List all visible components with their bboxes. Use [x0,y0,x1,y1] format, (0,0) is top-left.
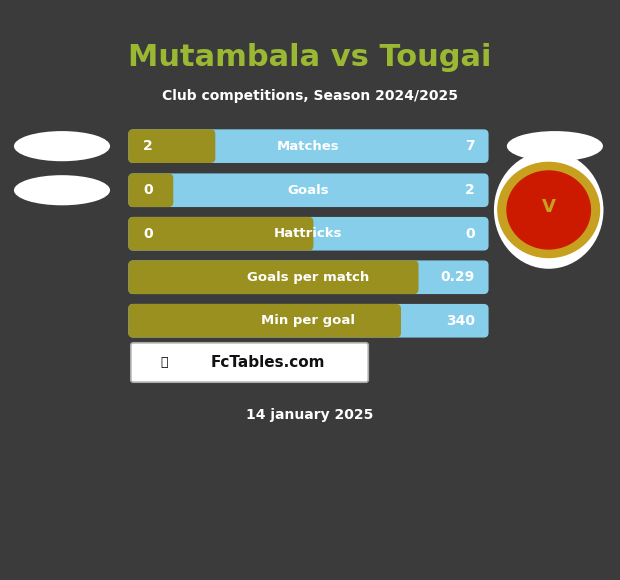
Ellipse shape [14,131,110,161]
FancyBboxPatch shape [128,173,173,207]
FancyBboxPatch shape [128,217,489,251]
Text: 2: 2 [143,139,153,153]
Text: Hattricks: Hattricks [274,227,343,240]
FancyBboxPatch shape [128,173,489,207]
Text: 📊: 📊 [161,356,168,369]
Text: 0.29: 0.29 [441,270,475,284]
FancyBboxPatch shape [128,260,489,294]
FancyBboxPatch shape [128,304,401,338]
Text: 0: 0 [465,227,475,241]
Text: 7: 7 [465,139,475,153]
Text: V: V [542,198,556,216]
Text: 14 january 2025: 14 january 2025 [246,408,374,422]
Text: Matches: Matches [277,140,340,153]
Text: Goals: Goals [288,184,329,197]
Text: FcTables.com: FcTables.com [211,355,326,370]
FancyBboxPatch shape [128,304,489,338]
Text: Goals per match: Goals per match [247,271,370,284]
Text: Club competitions, Season 2024/2025: Club competitions, Season 2024/2025 [162,89,458,103]
FancyBboxPatch shape [128,260,418,294]
FancyBboxPatch shape [128,129,489,163]
Circle shape [507,171,590,249]
Text: 0: 0 [143,183,153,197]
FancyBboxPatch shape [128,217,313,251]
Text: Mutambala vs Tougai: Mutambala vs Tougai [128,44,492,72]
Ellipse shape [495,153,602,267]
Text: Min per goal: Min per goal [262,314,355,327]
FancyBboxPatch shape [128,129,215,163]
FancyBboxPatch shape [131,343,368,382]
Ellipse shape [507,131,603,161]
Text: 0: 0 [143,227,153,241]
Text: 340: 340 [446,314,475,328]
Ellipse shape [14,175,110,205]
Text: 2: 2 [465,183,475,197]
Circle shape [498,162,600,258]
